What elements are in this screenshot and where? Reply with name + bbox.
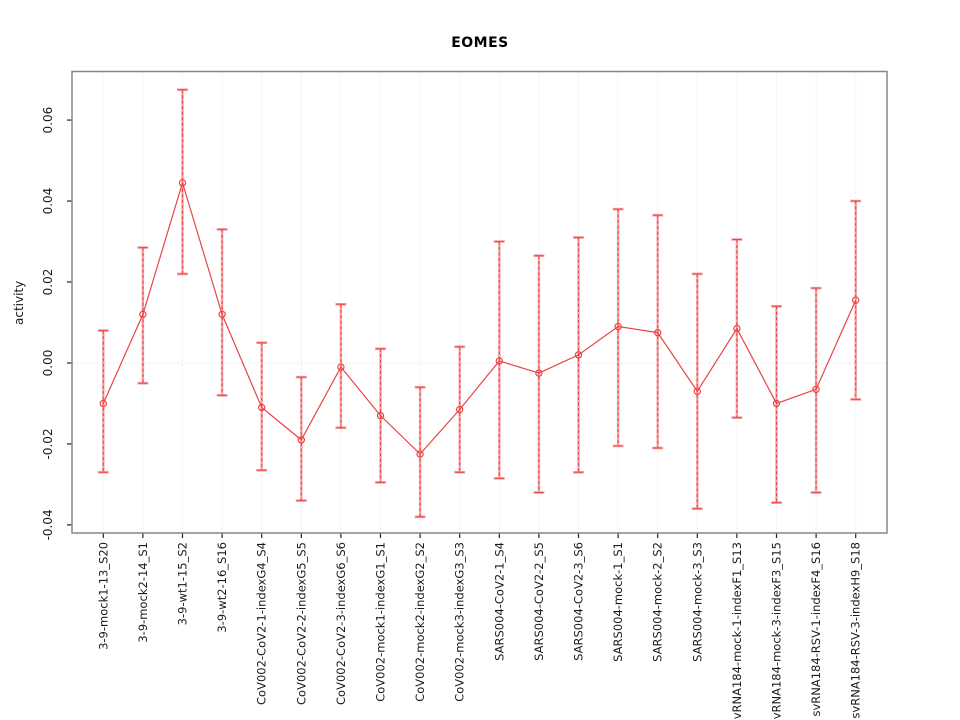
- x-tick-label: CoV002-CoV2-1-indexG4_S4: [255, 542, 269, 705]
- data-point: [654, 328, 662, 337]
- y-tick-label: -0.04: [41, 509, 55, 540]
- data-point: [574, 351, 583, 359]
- x-tick-label: SARS004-CoV2-3_S6: [572, 542, 586, 661]
- chart-title: EOMES: [451, 35, 509, 51]
- data-point: [733, 324, 741, 333]
- axis-ticks: [67, 119, 857, 538]
- plot-border: [71, 70, 888, 534]
- x-tick-label: CoV002-mock1-indexG1_S1: [374, 542, 388, 702]
- error-bar: [414, 385, 426, 519]
- data-point: [812, 385, 820, 393]
- data-point: [495, 357, 503, 365]
- data-point: [614, 322, 622, 331]
- gridlines: [73, 72, 886, 532]
- error-bar: [533, 254, 545, 494]
- data-point: [376, 411, 385, 420]
- x-tick-label: SARS004-mock-2_S2: [651, 542, 665, 662]
- data-point: [297, 436, 305, 444]
- error-bar: [771, 304, 782, 504]
- y-tick-label: 0.02: [41, 269, 55, 296]
- x-tick-label: SARS004-CoV2-2_S5: [532, 542, 546, 661]
- x-tick-label: svRNA184-mock-1-indexF1_S13: [730, 542, 744, 720]
- data-point: [772, 399, 781, 408]
- data-point: [337, 363, 345, 371]
- y-tick-label: -0.02: [41, 428, 55, 459]
- data-point: [99, 399, 108, 408]
- data-point: [258, 403, 266, 412]
- data-point: [139, 310, 147, 319]
- x-tick-label: 3-9-wt1-15_S2: [176, 542, 190, 625]
- y-tick-label: 0.00: [41, 350, 55, 377]
- x-tick-label: svRNA184-RSV-1-indexF4_S16: [809, 542, 823, 717]
- data-point: [416, 450, 424, 458]
- error-bar: [335, 302, 347, 430]
- series-line: [102, 180, 857, 455]
- x-tick-label: 3-9-mock1-13_S20: [96, 542, 110, 650]
- x-tick-label: SARS004-mock-1_S1: [611, 542, 625, 662]
- y-axis-labels: -0.04 -0.02 0.00 0.02 0.04 0.06: [41, 107, 55, 541]
- x-tick-label: CoV002-mock3-indexG3_S3: [453, 542, 467, 702]
- x-tick-label: CoV002-mock2-indexG2_S2: [413, 542, 427, 702]
- x-tick-label: svRNA184-RSV-3-indexH9_S18: [849, 542, 863, 719]
- error-bar: [612, 207, 624, 448]
- error-bars: [97, 88, 862, 519]
- x-tick-label: SARS004-CoV2-1_S4: [492, 542, 506, 661]
- data-point: [218, 310, 226, 319]
- y-tick-label: 0.04: [41, 188, 55, 215]
- x-tick-label: 3-9-mock2-14_S1: [136, 542, 150, 643]
- data-point: [693, 387, 702, 396]
- data-point: [178, 179, 187, 187]
- error-bar: [810, 286, 822, 494]
- error-bar: [493, 240, 505, 480]
- x-tick-label: svRNA184-mock-3-indexF3_S15: [770, 542, 784, 720]
- data-point: [456, 405, 464, 414]
- error-bar: [97, 329, 109, 474]
- x-axis-labels: 3-9-mock1-13_S20 3-9-mock2-14_S1 3-9-wt1-1…: [96, 542, 862, 720]
- data-points: [99, 179, 860, 458]
- data-point: [852, 296, 860, 304]
- x-tick-label: 3-9-wt2-16_S16: [215, 542, 229, 633]
- x-tick-label: CoV002-CoV2-2-indexG5_S5: [294, 542, 308, 705]
- x-tick-label: CoV002-CoV2-3-indexG6_S6: [334, 542, 348, 705]
- x-tick-label: SARS004-mock-3_S3: [690, 542, 704, 662]
- error-bar: [652, 213, 664, 450]
- data-point: [535, 369, 543, 377]
- y-tick-label: 0.06: [41, 107, 55, 134]
